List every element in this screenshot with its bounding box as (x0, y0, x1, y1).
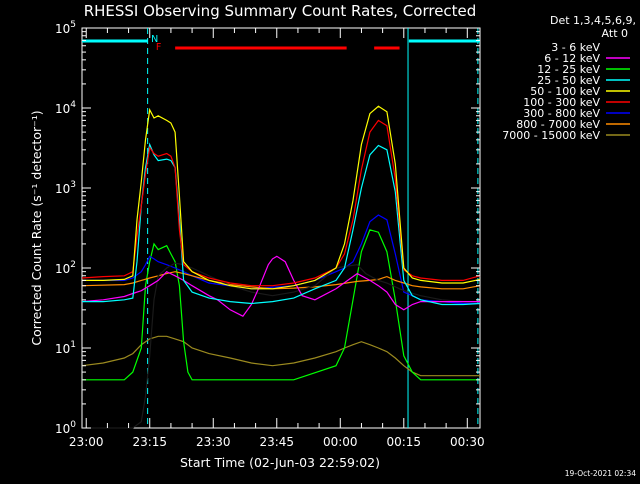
y-tick-exponent: 1 (70, 340, 76, 350)
legend-label: 50 - 100 keV (530, 85, 600, 98)
x-axis: 23:00 23:15 23:30 23:45 00:00 00:15 00:30 (69, 28, 485, 449)
y-tick-label: 104 (55, 100, 76, 116)
flag-letter-n: N (151, 34, 158, 45)
legend-label: 100 - 300 keV (523, 96, 600, 109)
y-tick-label: 105 (55, 20, 76, 36)
series-line (82, 262, 480, 429)
y-tick-exponent: 5 (70, 20, 76, 30)
y-tick-base: 10 (55, 102, 70, 116)
x-tick-label: 23:45 (259, 435, 294, 449)
legend-label: 800 - 7000 keV (516, 118, 600, 131)
x-axis-label: Start Time (02-Jun-03 22:59:02) (180, 455, 380, 470)
legend-header-line-2: Att 0 (602, 27, 628, 40)
legend-header-line-1: Det 1,3,4,5,6,9, (550, 14, 636, 27)
series-line (81, 255, 480, 317)
x-tick-label: 23:15 (132, 435, 167, 449)
legend-label: 25 - 50 keV (537, 74, 600, 87)
series-line (82, 105, 481, 290)
y-tick-base: 10 (55, 342, 70, 356)
y-tick-label: 101 (55, 340, 76, 356)
y-tick-base: 10 (55, 262, 70, 276)
y-tick-exponent: 2 (70, 260, 76, 270)
x-tick-label: 00:30 (450, 435, 485, 449)
y-tick-label: 100 (55, 420, 76, 436)
legend-label: 6 - 12 keV (544, 52, 600, 65)
series-line (81, 271, 481, 290)
x-tick-label: 23:30 (196, 435, 231, 449)
x-tick-label: 00:00 (323, 435, 358, 449)
series-line (81, 335, 480, 377)
y-tick-base: 10 (55, 182, 70, 196)
y-axis-label: Corrected Count Rate (s⁻¹ detector⁻¹) (29, 110, 44, 345)
legend-label: 3 - 6 keV (551, 41, 600, 54)
series-line (81, 119, 481, 287)
y-tick-exponent: 4 (70, 100, 76, 110)
flags-layer: NF (82, 28, 480, 428)
y-tick-exponent: 0 (70, 420, 76, 430)
x-tick-label: 23:00 (69, 435, 104, 449)
y-tick-base: 10 (55, 422, 70, 436)
flag-letter-f: F (156, 42, 161, 53)
y-tick-label: 102 (55, 260, 76, 276)
timestamp: 19-Oct-2021 02:34 (565, 469, 636, 478)
x-tick-label: 00:15 (386, 435, 421, 449)
legend-label: 300 - 800 keV (523, 107, 600, 120)
chart-title: RHESSI Observing Summary Count Rates, Co… (84, 2, 477, 20)
series-line (82, 229, 480, 381)
y-tick-label: 103 (55, 180, 76, 196)
plot-frame (81, 27, 481, 429)
y-tick-base: 10 (55, 22, 70, 36)
legend-label: 12 - 25 keV (537, 63, 600, 76)
series-layer (81, 105, 481, 429)
legend-label: 7000 - 15000 keV (502, 129, 600, 142)
y-tick-exponent: 3 (70, 180, 76, 190)
plot-border (81, 27, 481, 429)
series-line (82, 142, 481, 306)
